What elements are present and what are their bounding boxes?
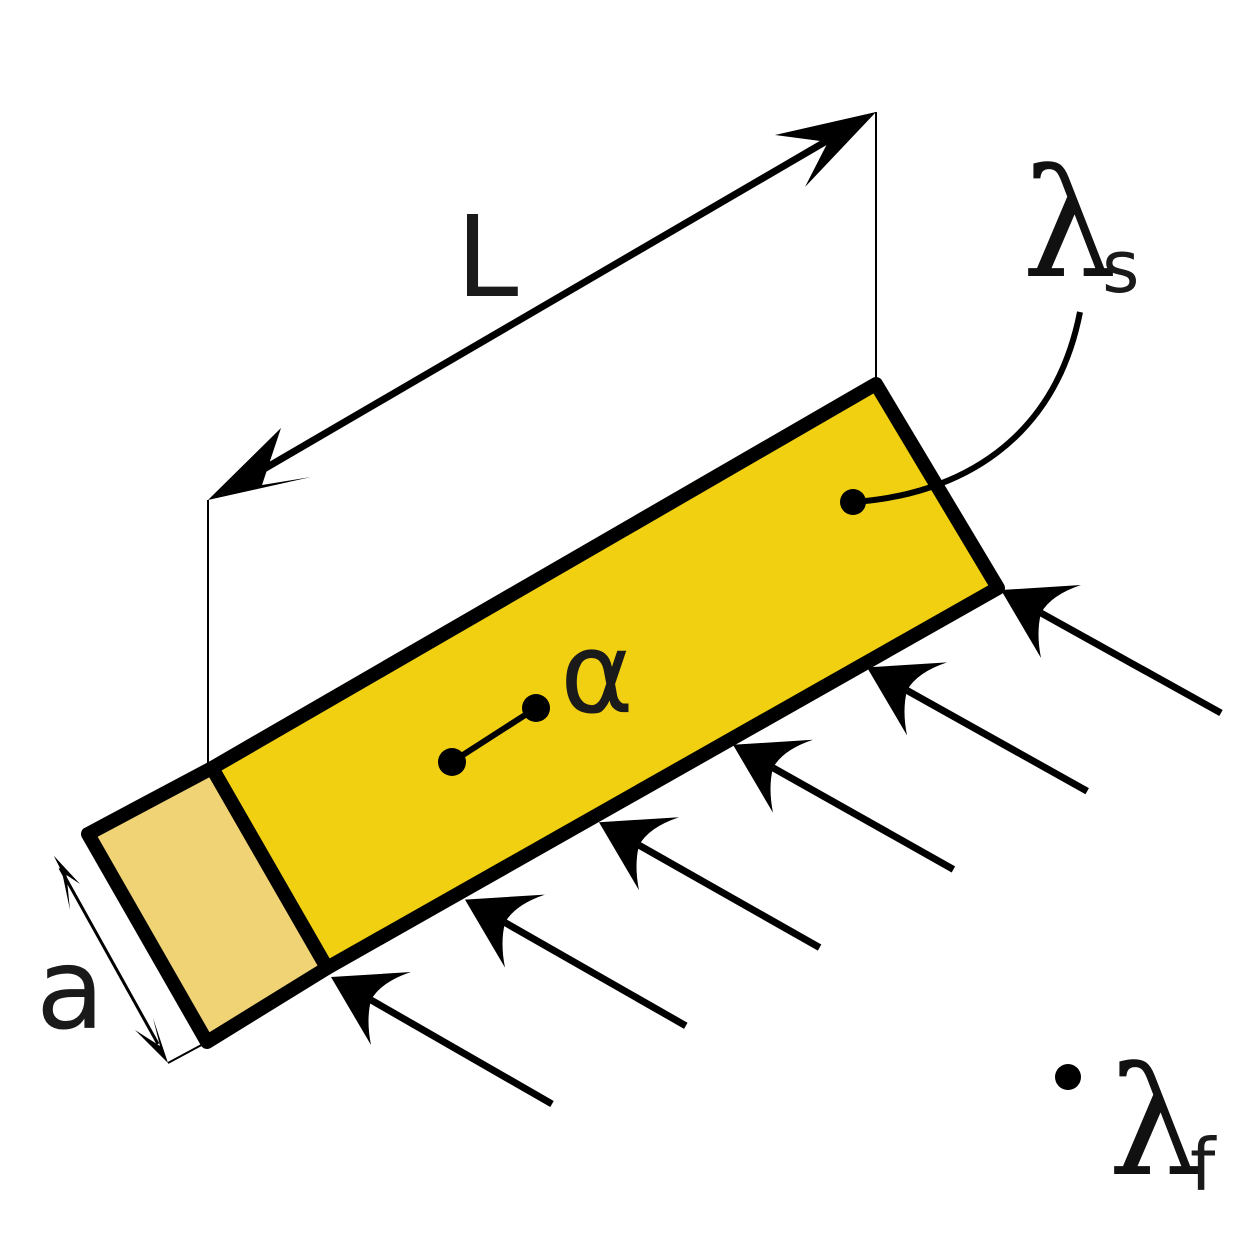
angle-label: α [560, 609, 634, 739]
alpha-marker [438, 694, 550, 776]
fluid-conductivity-label: λ f [1108, 1036, 1217, 1210]
solid-lambda: λ [1022, 138, 1117, 312]
solid-conductivity-leader [840, 311, 1083, 515]
fluid-point-dot [1055, 1064, 1081, 1090]
solid-subscript: s [1102, 225, 1140, 309]
dimension-line-length [208, 112, 876, 500]
dimension-line-width [54, 856, 208, 1064]
flow-arrow [331, 972, 554, 1108]
flow-arrow [867, 662, 1089, 795]
flow-arrow [599, 817, 822, 951]
flow-arrow [1001, 585, 1223, 717]
length-label: L [456, 193, 518, 323]
flow-arrow [465, 894, 688, 1029]
width-label: a [36, 925, 105, 1055]
fluid-lambda: λ [1108, 1036, 1203, 1210]
rod-end-face [81, 761, 334, 1049]
flow-arrow [733, 739, 956, 873]
fluid-subscript: f [1190, 1123, 1217, 1207]
flow-arrows [331, 585, 1223, 1108]
solid-conductivity-label: λ s [1022, 138, 1140, 312]
